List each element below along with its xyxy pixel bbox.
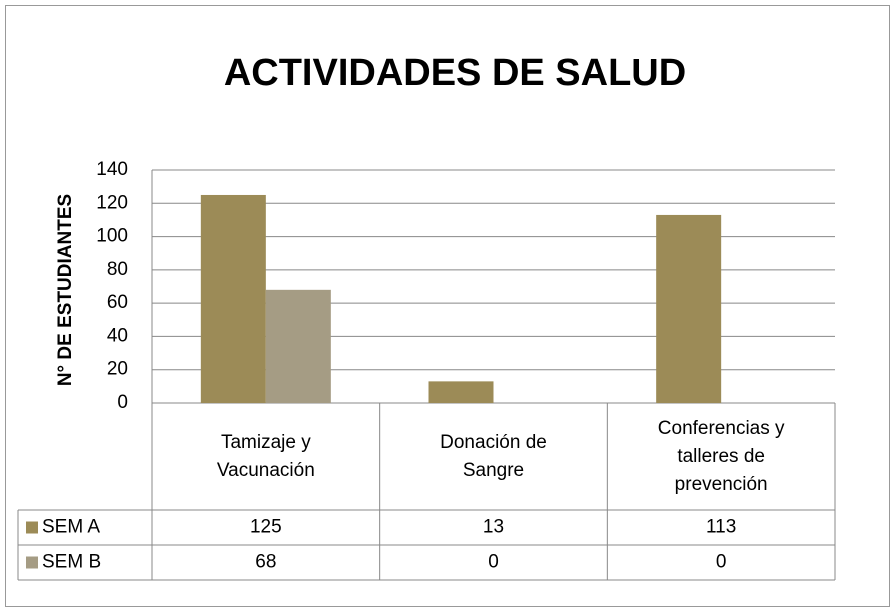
y-tick-label: 0: [117, 392, 128, 413]
category-cell: Conferencias y talleres de prevención: [657, 417, 785, 495]
table-value: 0: [716, 552, 727, 573]
y-tick-label: 100: [96, 226, 128, 247]
y-tick-label: 20: [107, 359, 128, 380]
chart-border: [5, 5, 890, 607]
table-value: 13: [483, 517, 504, 538]
category-cell: Tamizaje y Vacunación: [216, 431, 315, 481]
x-tick-label: Conferencias y talleres de prevención: [657, 417, 785, 495]
y-tick-label: 80: [107, 259, 128, 280]
chart-title: ACTIVIDADES DE SALUD: [224, 52, 686, 94]
y-tick-label: 40: [107, 325, 128, 346]
y-tick-label: 60: [107, 292, 128, 313]
x-tick-label: Tamizaje y Vacunación: [216, 431, 315, 481]
bar: [428, 381, 494, 403]
bar: [265, 289, 331, 403]
y-tick-label: 120: [96, 192, 128, 213]
table-value: 0: [488, 552, 499, 573]
category-cell: Donación de Sangre: [440, 431, 547, 481]
table-value: 113: [706, 517, 736, 538]
y-axis-label: N° DE ESTUDIANTES: [55, 194, 76, 386]
x-tick-label: Donación de Sangre: [440, 431, 547, 481]
legend-swatch: [26, 521, 38, 534]
y-tick-label: 140: [96, 159, 128, 180]
legend-label: SEM B: [42, 552, 101, 573]
legend-label: SEM A: [42, 517, 100, 538]
table-value: 125: [250, 517, 282, 538]
bar: [200, 194, 266, 403]
table-value: 68: [255, 552, 276, 573]
bar: [656, 214, 722, 403]
legend-swatch: [26, 556, 38, 569]
